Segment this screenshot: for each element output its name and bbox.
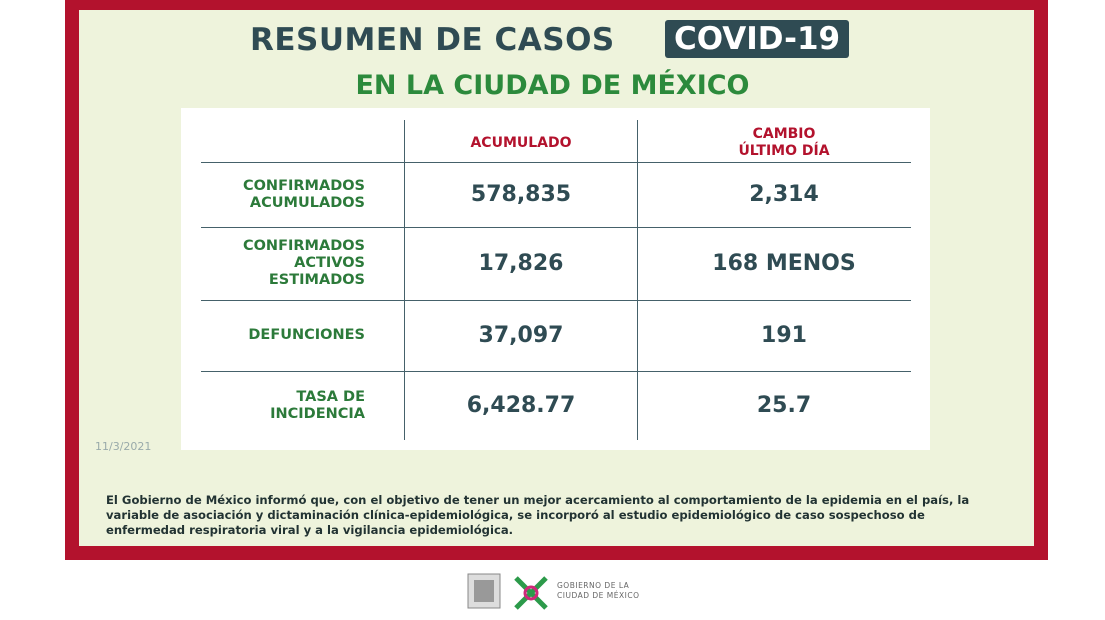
row-label: CONFIRMADOS ACUMULADOS	[181, 162, 405, 227]
row-rule	[201, 371, 911, 372]
change-value: 191	[761, 323, 807, 348]
logo-line: CIUDAD DE MÉXICO	[557, 591, 640, 600]
text-line: CAMBIO	[752, 126, 816, 142]
column-rule	[404, 120, 405, 440]
text-line: DEFUNCIONES	[248, 327, 365, 343]
column-header: CAMBIO ÚLTIMO DÍA	[638, 118, 930, 168]
column-rule	[637, 120, 638, 440]
text-line: ACTIVOS	[294, 255, 365, 271]
date: 11/3/2021	[95, 440, 152, 453]
row-label: DEFUNCIONES	[181, 300, 405, 371]
accumulated-value: 578,835	[470, 182, 572, 207]
change-value: 2,314	[749, 182, 819, 207]
text-line: ACUMULADOS	[249, 194, 365, 211]
text-line: ACUMULADO	[470, 134, 572, 151]
table: ACUMULADO CAMBIO ÚLTIMO DÍA CONFIRMADOS ACUM…	[181, 108, 930, 450]
change-value: 25.7	[756, 393, 812, 418]
row-rule	[201, 227, 911, 228]
accumulated-value: 37,097	[478, 323, 564, 348]
text-line: CONFIRMADOS	[242, 238, 365, 254]
note: El Gobierno de México informó que, con e…	[106, 493, 970, 537]
change-value: 168 MENOS	[712, 251, 856, 276]
subtitle: EN LA CIUDAD DE MÉXICO	[355, 70, 750, 101]
text-line: ÚLTIMO DÍA	[738, 143, 830, 159]
row-label: TASA DE INCIDENCIA	[181, 371, 405, 440]
accumulated-value: 6,428.77	[466, 393, 576, 418]
text-line: ESTIMADOS	[268, 272, 365, 288]
shield-inner	[474, 580, 494, 602]
accumulated-value: 17,826	[478, 251, 564, 276]
cdmx-logo	[514, 576, 548, 610]
column-header: ACUMULADO	[405, 118, 637, 168]
row-label: CONFIRMADOS ACTIVOS ESTIMADOS	[181, 227, 405, 300]
text-line: CONFIRMADOS	[242, 177, 365, 194]
text-line: INCIDENCIA	[270, 405, 365, 422]
logos	[467, 573, 548, 610]
text-line: TASA DE	[296, 388, 365, 405]
row-rule	[201, 162, 911, 163]
logo-text: GOBIERNO DE LA CIUDAD DE MÉXICO	[557, 581, 639, 601]
row-rule	[201, 300, 911, 301]
badge: COVID-19	[665, 20, 850, 58]
logo-line: GOBIERNO DE LA	[557, 581, 630, 590]
title: RESUMEN DE CASOS	[250, 22, 615, 58]
